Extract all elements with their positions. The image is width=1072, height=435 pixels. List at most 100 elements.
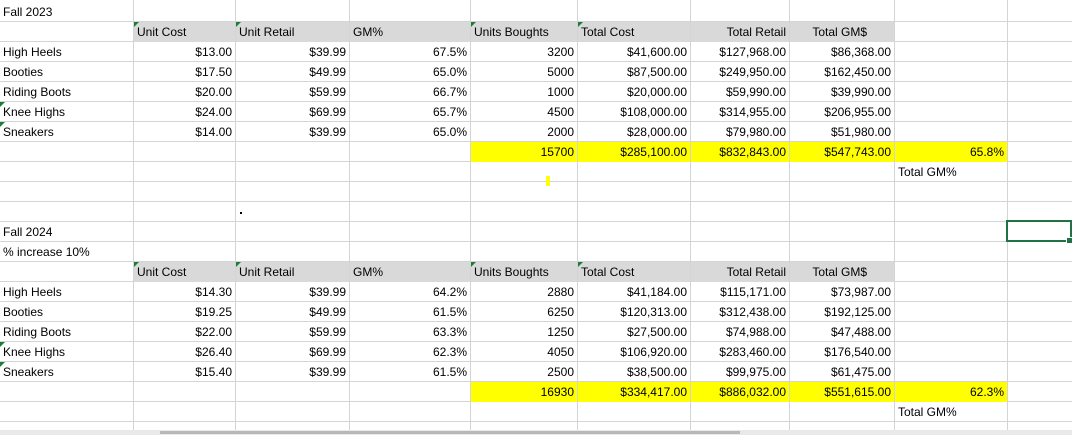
unit-retail-cell[interactable]: $59.99 [309, 325, 346, 339]
units-bought-cell[interactable]: 1000 [547, 85, 574, 99]
gm-percent-cell[interactable]: 65.0% [432, 65, 467, 79]
total-cost-cell[interactable]: $106,920.00 [620, 345, 687, 359]
total-cost-cell[interactable]: $27,500.00 [626, 325, 687, 339]
header-gm-percent[interactable]: GM% [350, 22, 470, 42]
gm-percent-cell[interactable]: 61.5% [432, 305, 467, 319]
section-title-fall-2023[interactable]: Fall 2023 [3, 5, 53, 19]
scrollbar-thumb[interactable] [160, 431, 740, 434]
unit-cost-cell[interactable]: $24.00 [195, 105, 232, 119]
unit-cost-cell[interactable]: $20.00 [195, 85, 232, 99]
units-bought-cell[interactable]: 4500 [547, 105, 574, 119]
header-units-boughts[interactable]: Units Boughts [471, 22, 577, 42]
total-retail-cell[interactable]: $79,980.00 [725, 125, 786, 139]
total-gm-cell[interactable]: $176,540.00 [824, 345, 891, 359]
gm-percent-cell[interactable]: 66.7% [432, 85, 467, 99]
unit-cost-cell[interactable]: $17.50 [195, 65, 232, 79]
total-cost-cell[interactable]: $28,000.00 [626, 125, 687, 139]
total-gm-cell[interactable]: $162,450.00 [824, 65, 891, 79]
units-bought-cell[interactable]: 4050 [547, 345, 574, 359]
total-cost-cell[interactable]: $41,184.00 [626, 285, 687, 299]
product-name-cell[interactable]: Riding Boots [3, 325, 72, 339]
total-gm-percent-cell[interactable]: 62.3% [895, 382, 1007, 402]
product-name-cell[interactable]: Booties [3, 65, 44, 79]
total-cost-cell[interactable]: $120,313.00 [620, 305, 687, 319]
total-gm-cell[interactable]: $192,125.00 [824, 305, 891, 319]
total-gm-cell[interactable]: $86,368.00 [830, 45, 891, 59]
selected-cell[interactable] [1006, 220, 1072, 242]
units-bought-cell[interactable]: 5000 [547, 65, 574, 79]
header-total-cost[interactable]: Total Cost [578, 22, 690, 42]
units-bought-cell[interactable]: 1250 [547, 325, 574, 339]
header-unit-cost[interactable]: Unit Cost [134, 22, 235, 42]
total-cost-cell[interactable]: $108,000.00 [620, 105, 687, 119]
unit-cost-cell[interactable]: $15.40 [195, 365, 232, 379]
product-name-cell[interactable]: High Heels [3, 285, 62, 299]
header-unit-retail[interactable]: Unit Retail [236, 22, 349, 42]
unit-cost-cell[interactable]: $22.00 [195, 325, 232, 339]
product-name-cell[interactable]: Knee Highs [3, 105, 66, 119]
gm-percent-cell[interactable]: 64.2% [432, 285, 467, 299]
header-total-gm-dollars[interactable]: Total GM$ [790, 22, 894, 42]
units-bought-cell[interactable]: 2500 [547, 365, 574, 379]
total-retail-cell[interactable]: $74,988.00 [725, 325, 786, 339]
unit-cost-cell[interactable]: $14.30 [195, 285, 232, 299]
horizontal-scrollbar[interactable] [0, 430, 1072, 435]
unit-retail-cell[interactable]: $69.99 [309, 345, 346, 359]
section-title-fall-2024[interactable]: Fall 2024 [3, 225, 53, 239]
header-unit-cost[interactable]: Unit Cost [134, 262, 235, 282]
total-retail-cell[interactable]: $115,171.00 [720, 285, 786, 299]
total-gm-cell[interactable]: $61,475.00 [830, 365, 891, 379]
unit-cost-cell[interactable]: $19.25 [195, 305, 232, 319]
total-retail-cell[interactable]: $59,990.00 [725, 85, 786, 99]
total-cost-cell[interactable]: $38,500.00 [626, 365, 687, 379]
unit-cost-cell[interactable]: $13.00 [195, 45, 232, 59]
fill-handle[interactable] [1066, 237, 1072, 244]
grand-total-retail-cell[interactable]: $832,843.00 [691, 142, 789, 162]
total-gm-percent-label[interactable]: Total GM% [898, 165, 957, 179]
units-bought-cell[interactable]: 2880 [547, 285, 574, 299]
header-total-retail[interactable]: Total Retail [691, 262, 789, 282]
total-units-cell[interactable]: 15700 [471, 142, 577, 162]
unit-retail-cell[interactable]: $59.99 [309, 85, 346, 99]
product-name-cell[interactable]: Riding Boots [3, 85, 72, 99]
total-gm-percent-cell[interactable]: 65.8% [895, 142, 1007, 162]
header-total-retail[interactable]: Total Retail [691, 22, 789, 42]
units-bought-cell[interactable]: 3200 [547, 45, 574, 59]
total-gm-cell[interactable]: $47,488.00 [830, 325, 891, 339]
total-gm-cell[interactable]: $73,987.00 [830, 285, 891, 299]
percent-increase-label[interactable]: % increase 10% [3, 245, 90, 259]
product-name-cell[interactable]: Knee Highs [3, 345, 66, 359]
total-gm-percent-label[interactable]: Total GM% [898, 405, 957, 419]
total-units-cell[interactable]: 16930 [471, 382, 577, 402]
grand-total-cost-cell[interactable]: $334,417.00 [578, 382, 690, 402]
product-name-cell[interactable]: High Heels [3, 45, 62, 59]
total-cost-cell[interactable]: $87,500.00 [626, 65, 687, 79]
gm-percent-cell[interactable]: 65.7% [432, 105, 467, 119]
units-bought-cell[interactable]: 6250 [547, 305, 574, 319]
grand-total-gm-cell[interactable]: $551,615.00 [790, 382, 894, 402]
units-bought-cell[interactable]: 2000 [547, 125, 574, 139]
grand-total-retail-cell[interactable]: $886,032.00 [691, 382, 789, 402]
unit-retail-cell[interactable]: $39.99 [309, 45, 346, 59]
unit-retail-cell[interactable]: $49.99 [309, 305, 346, 319]
gm-percent-cell[interactable]: 65.0% [432, 125, 467, 139]
gm-percent-cell[interactable]: 61.5% [432, 365, 467, 379]
product-name-cell[interactable]: Booties [3, 305, 44, 319]
product-name-cell[interactable]: Sneakers [3, 125, 54, 139]
grand-total-cost-cell[interactable]: $285,100.00 [578, 142, 690, 162]
unit-retail-cell[interactable]: $39.99 [309, 125, 346, 139]
header-total-cost[interactable]: Total Cost [578, 262, 690, 282]
unit-retail-cell[interactable]: $49.99 [309, 65, 346, 79]
grand-total-gm-cell[interactable]: $547,743.00 [790, 142, 894, 162]
total-retail-cell[interactable]: $283,460.00 [719, 345, 786, 359]
product-name-cell[interactable]: Sneakers [3, 365, 54, 379]
header-gm-percent[interactable]: GM% [350, 262, 470, 282]
unit-retail-cell[interactable]: $39.99 [309, 285, 346, 299]
header-unit-retail[interactable]: Unit Retail [236, 262, 349, 282]
total-retail-cell[interactable]: $314,955.00 [719, 105, 786, 119]
unit-retail-cell[interactable]: $69.99 [309, 105, 346, 119]
unit-cost-cell[interactable]: $26.40 [195, 345, 232, 359]
total-gm-cell[interactable]: $206,955.00 [824, 105, 891, 119]
unit-retail-cell[interactable]: $39.99 [309, 365, 346, 379]
